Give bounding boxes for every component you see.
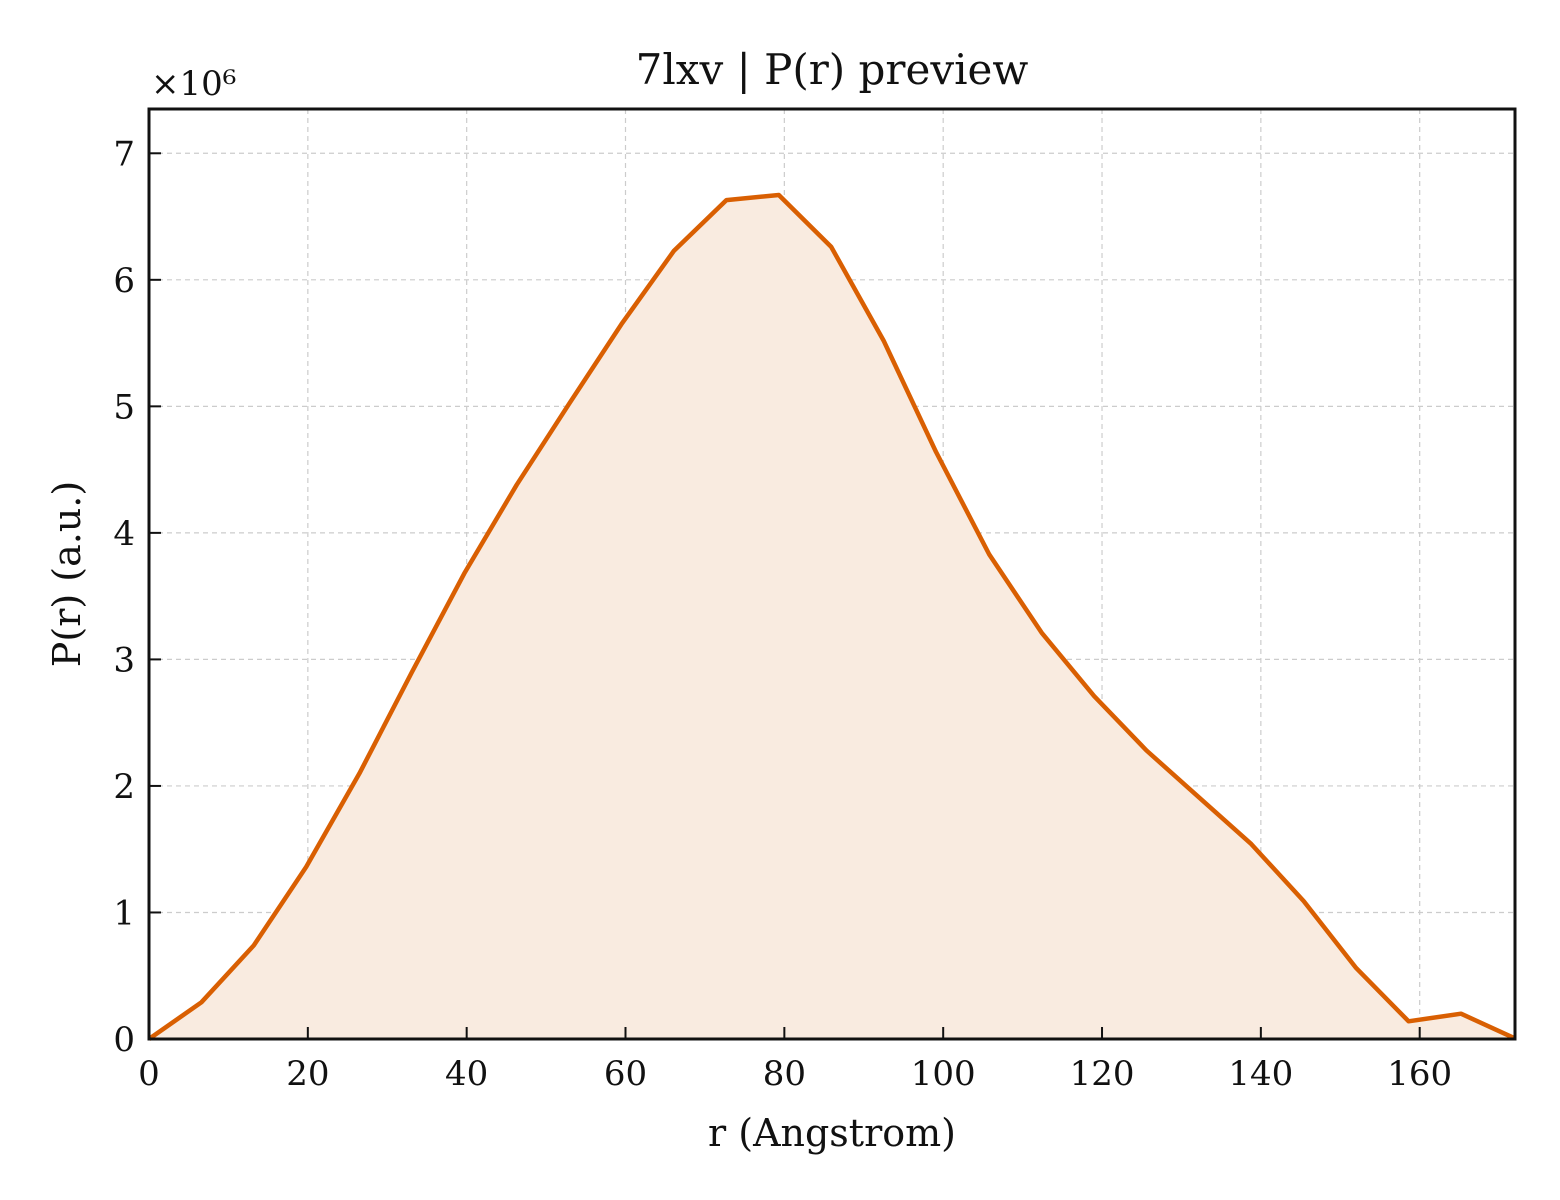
x-tick-label: 0 [138,1054,160,1094]
y-multiplier-label: ×10⁶ [151,64,236,104]
x-tick-label: 140 [1228,1054,1293,1094]
x-axis-label: r (Angstrom) [708,1111,956,1155]
x-tick-label: 120 [1070,1054,1135,1094]
y-tick-label: 3 [113,640,135,680]
x-tick-label: 60 [604,1054,647,1094]
y-axis-ticks: 0 1 2 3 4 5 6 7 [113,134,161,1060]
x-tick-label: 20 [286,1054,329,1094]
x-tick-label: 160 [1387,1054,1452,1094]
pr-line [147,192,1515,1041]
y-tick-label: 1 [113,893,135,933]
plot-frame [147,107,1517,1041]
x-tick-label: 100 [911,1054,976,1094]
y-tick-label: 7 [113,134,135,174]
y-tick-label: 5 [113,387,135,427]
x-axis-ticks: 0 20 40 60 80 100 120 140 160 [138,1027,1452,1094]
chart-title: 7lxv | P(r) preview [636,45,1029,94]
x-tick-label: 40 [445,1054,488,1094]
y-tick-label: 4 [113,514,135,554]
pr-area-fill [149,195,1514,1039]
y-axis-label: P(r) (a.u.) [45,481,89,667]
y-tick-label: 0 [113,1020,135,1060]
x-tick-label: 80 [763,1054,806,1094]
y-tick-label: 6 [113,261,135,301]
y-tick-label: 2 [113,767,135,807]
